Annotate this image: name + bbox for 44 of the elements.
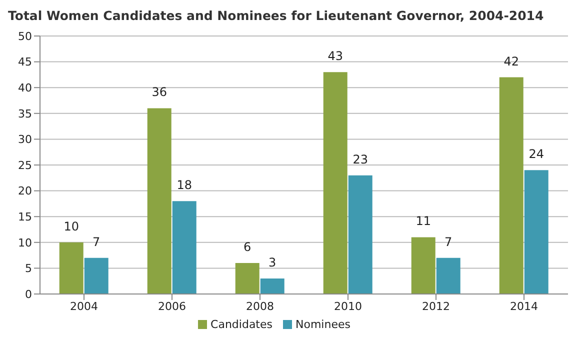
chart-title: Total Women Candidates and Nominees for Lieutenant Governor, 2004-2014 xyxy=(8,8,545,25)
y-tick-label: 20 xyxy=(18,184,32,198)
bar xyxy=(84,258,108,294)
bar xyxy=(411,237,436,294)
data-label: 7 xyxy=(92,234,100,249)
bar xyxy=(147,108,172,294)
data-label: 18 xyxy=(176,178,192,192)
y-tick-label: 40 xyxy=(18,82,32,95)
bar xyxy=(436,258,460,294)
data-label: 3 xyxy=(268,256,276,270)
bar xyxy=(323,72,348,294)
y-tick-label: 25 xyxy=(18,158,32,172)
bar xyxy=(260,278,284,294)
data-label: 36 xyxy=(152,85,167,100)
bar xyxy=(524,170,548,294)
legend-label: Nominees xyxy=(296,318,350,331)
data-label: 7 xyxy=(444,234,452,249)
y-tick-label: 45 xyxy=(18,56,32,69)
y-tick-label: 0 xyxy=(25,288,32,301)
y-tick-label: 10 xyxy=(18,236,32,250)
data-label: 42 xyxy=(504,54,519,68)
data-label: 11 xyxy=(416,214,431,228)
data-label: 10 xyxy=(64,219,79,234)
y-tick-label: 30 xyxy=(18,133,32,146)
y-tick-label: 5 xyxy=(25,262,32,276)
bar xyxy=(499,77,524,294)
data-label: 24 xyxy=(528,147,544,162)
x-tick-label: 2004 xyxy=(70,300,98,313)
bar xyxy=(348,175,372,294)
data-label: 43 xyxy=(328,49,343,64)
bar xyxy=(172,201,196,294)
bar xyxy=(235,263,260,294)
x-tick-label: 2006 xyxy=(158,300,186,313)
legend-label: Candidates xyxy=(210,318,272,331)
y-tick-label: 15 xyxy=(18,210,32,224)
x-tick-label: 2010 xyxy=(334,300,362,313)
bar xyxy=(59,242,84,294)
x-tick-label: 2008 xyxy=(246,300,274,313)
data-label: 6 xyxy=(244,240,252,254)
y-tick-label: 50 xyxy=(18,30,32,43)
data-label: 23 xyxy=(352,152,368,166)
x-tick-label: 2012 xyxy=(422,300,450,313)
x-tick-label: 2014 xyxy=(510,300,538,313)
y-tick-label: 35 xyxy=(18,107,32,120)
